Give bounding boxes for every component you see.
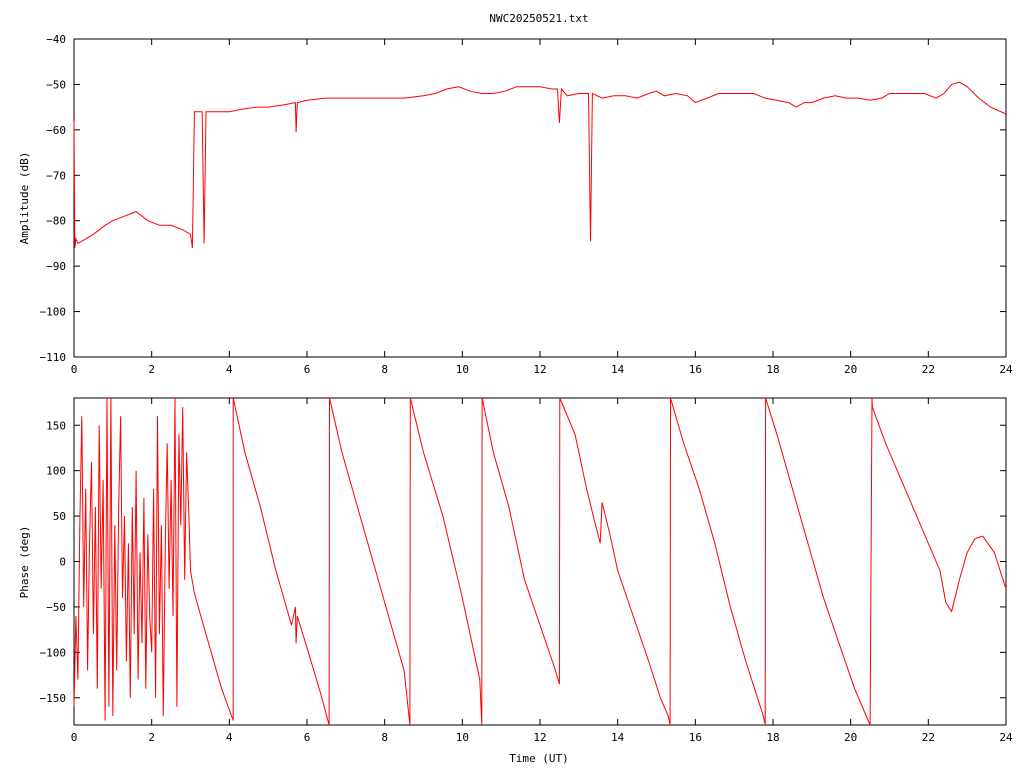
- amplitude-y-tick-label: −50: [46, 78, 66, 91]
- phase-plot-frame: [73, 397, 1007, 726]
- amplitude-y-axis-label: Amplitude (dB): [18, 152, 31, 245]
- amplitude-x-tick-label: 6: [304, 363, 311, 376]
- amplitude-y-tick-label: −40: [46, 33, 66, 46]
- amplitude-x-tick-label: 2: [148, 363, 155, 376]
- phase-x-axis-label: Time (UT): [509, 752, 569, 765]
- phase-x-tick-label: 18: [766, 731, 779, 744]
- amplitude-x-tick-label: 16: [689, 363, 702, 376]
- phase-ticks: 0 2 4 6 8 10 12 14 16 18 20 22 24−150−100−5005010015…: [40, 398, 1013, 744]
- phase-x-tick-label: 4: [226, 731, 233, 744]
- phase-x-tick-label: 24: [999, 731, 1013, 744]
- amplitude-x-tick-label: 10: [456, 363, 469, 376]
- phase-x-tick-label: 20: [844, 731, 857, 744]
- amplitude-y-tick-label: −70: [46, 169, 66, 182]
- phase-y-tick-label: −100: [40, 646, 67, 659]
- amplitude-x-tick-label: 8: [381, 363, 388, 376]
- chart-title: NWC20250521.txt: [489, 12, 588, 25]
- amplitude-y-tick-label: −80: [46, 215, 66, 228]
- amplitude-x-tick-label: 22: [922, 363, 935, 376]
- phase-y-tick-label: 150: [46, 419, 66, 432]
- phase-plot: Phase (deg) Time (UT) 0 2 4 6 8 10 12 14 16 18 20 2…: [18, 397, 1013, 765]
- phase-x-tick-label: 0: [71, 731, 78, 744]
- phase-x-tick-label: 2: [148, 731, 155, 744]
- amplitude-y-tick-label: −90: [46, 260, 66, 273]
- amplitude-x-tick-label: 4: [226, 363, 233, 376]
- amplitude-x-tick-label: 0: [71, 363, 78, 376]
- phase-y-tick-label: −150: [40, 692, 67, 705]
- phase-x-tick-label: 8: [381, 731, 388, 744]
- phase-x-tick-label: 16: [689, 731, 702, 744]
- phase-y-tick-label: 0: [59, 556, 66, 569]
- amplitude-x-tick-label: 12: [533, 363, 546, 376]
- phase-series-line: [73, 397, 1007, 726]
- phase-y-tick-label: 100: [46, 465, 66, 478]
- phase-x-tick-label: 12: [533, 731, 546, 744]
- amplitude-x-tick-label: 14: [611, 363, 625, 376]
- phase-y-tick-label: 50: [53, 510, 66, 523]
- amplitude-ticks: 0 2 4 6 8 10 12 14 16 18 20 22 24−110−100−90−80−70−6…: [40, 33, 1013, 376]
- amplitude-y-tick-label: −100: [40, 306, 67, 319]
- amplitude-x-tick-label: 20: [844, 363, 857, 376]
- phase-x-tick-label: 10: [456, 731, 469, 744]
- amplitude-y-tick-label: −110: [40, 351, 67, 364]
- phase-y-tick-label: −50: [46, 601, 66, 614]
- amplitude-x-tick-label: 18: [766, 363, 779, 376]
- phase-y-axis-label: Phase (deg): [18, 526, 31, 599]
- amplitude-x-tick-label: 24: [999, 363, 1013, 376]
- phase-x-tick-label: 6: [304, 731, 311, 744]
- phase-x-tick-label: 14: [611, 731, 625, 744]
- phase-x-tick-label: 22: [922, 731, 935, 744]
- amplitude-y-tick-label: −60: [46, 124, 66, 137]
- amplitude-plot: Amplitude (dB) 0 2 4 6 8 10 12 14 16 18 20 22 24−110…: [18, 33, 1013, 376]
- amplitude-series-line: [73, 81, 1007, 249]
